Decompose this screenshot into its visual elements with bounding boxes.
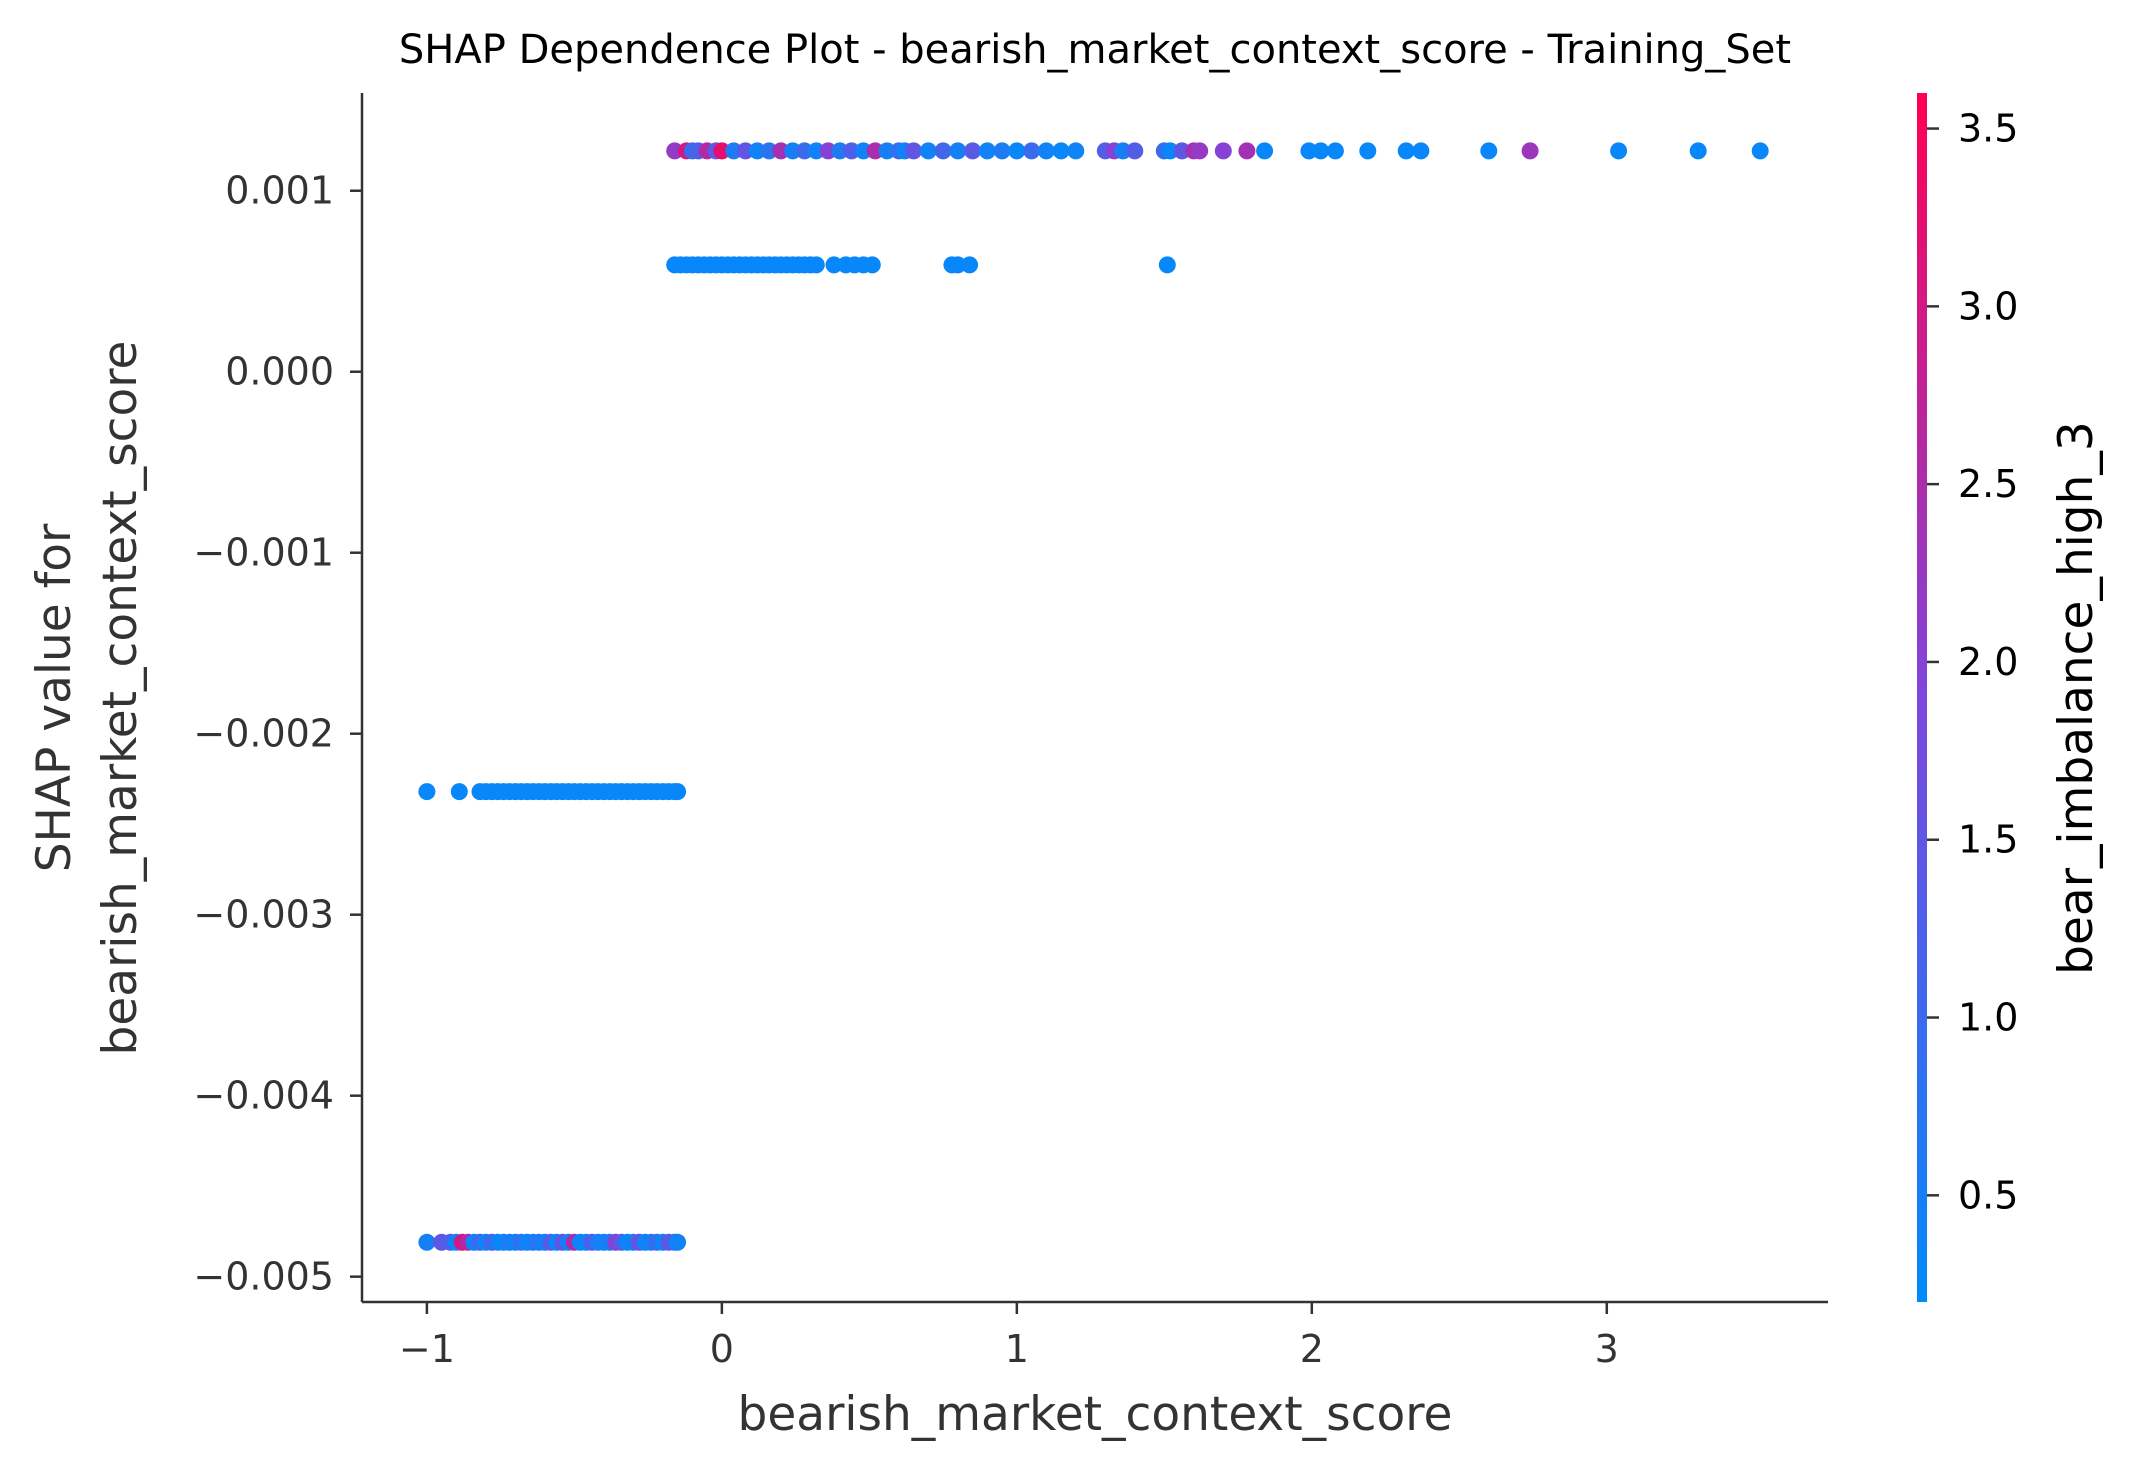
x-tick-label: 1 [1005, 1327, 1029, 1371]
colorbar-label: bear_imbalance_high_3 [2049, 421, 2104, 975]
y-axis-label: SHAP value for bearish_market_context_sc… [27, 341, 148, 1056]
scatter-point [1126, 142, 1144, 160]
scatter-point [831, 142, 849, 160]
scatter-point [1480, 142, 1498, 160]
scatter-point [1312, 142, 1330, 160]
axes [360, 93, 1828, 1304]
scatter-point [1412, 142, 1430, 160]
scatter-point [1214, 142, 1232, 160]
y-ticks: 0.001 0.000 −0.001 −0.002 −0.003 −0.004 −0.005 [193, 169, 362, 1299]
colorbar-tick-label: 2.0 [1958, 640, 2018, 684]
scatter-point [934, 142, 952, 160]
scatter-point [737, 142, 754, 160]
y-tick-label: −0.004 [193, 1074, 334, 1118]
y-tick-label: 0.001 [225, 169, 334, 213]
colorbar-tick-label: 0.5 [1958, 1173, 2018, 1217]
scatter-point [760, 142, 778, 160]
scatter-point [819, 142, 837, 160]
scatter-point [418, 783, 436, 801]
scatter-point [1326, 142, 1344, 160]
scatter-point [949, 256, 967, 274]
scatter-point [1158, 256, 1176, 274]
scatter-point [669, 1233, 687, 1251]
scatter-point [1751, 142, 1769, 160]
scatter-point [1610, 142, 1628, 160]
scatter-point [450, 783, 468, 801]
y-axis-label-line-1: SHAP value for [27, 523, 82, 872]
scatter-point [1300, 142, 1318, 160]
scatter-point [854, 142, 872, 160]
x-axis-label: bearish_market_context_score [738, 1387, 1453, 1442]
x-tick-label: −1 [399, 1327, 455, 1371]
y-tick-label: −0.001 [193, 531, 334, 575]
scatter-point [748, 142, 766, 160]
scatter-point [1359, 142, 1377, 160]
x-ticks: −1 0 1 2 3 [399, 1302, 1619, 1371]
y-tick-label: −0.003 [193, 893, 334, 937]
scatter-point [1173, 142, 1191, 160]
scatter-point [784, 142, 802, 160]
colorbar-tick-label: 3.5 [1958, 107, 2018, 151]
scatter-point [1256, 142, 1274, 160]
scatter-point [843, 142, 861, 160]
scatter-point [878, 142, 896, 160]
scatter-point [949, 142, 967, 160]
scatter-point [1052, 142, 1070, 160]
colorbar-tick-label: 3.0 [1958, 284, 2018, 328]
y-tick-label: 0.000 [225, 350, 334, 394]
scatter-point [964, 142, 982, 160]
x-tick-label: 3 [1595, 1327, 1619, 1371]
scatter-point [713, 142, 731, 160]
y-axis-label-line-2: bearish_market_context_score [93, 341, 148, 1056]
scatter-point [1397, 142, 1415, 160]
scatter-point [993, 142, 1011, 160]
scatter-point [978, 142, 996, 160]
scatter-point [807, 142, 825, 160]
scatter-point [866, 142, 884, 160]
chart-title: SHAP Dependence Plot - bearish_market_co… [399, 27, 1791, 73]
scatter-point [825, 256, 843, 274]
scatter-point [772, 142, 790, 160]
scatter-point [418, 1233, 436, 1251]
scatter-point [1114, 142, 1132, 160]
scatter-point [1191, 142, 1209, 160]
scatter-point [1161, 142, 1179, 160]
scatter-point [919, 142, 937, 160]
scatter-points [418, 142, 1769, 1251]
colorbar: 0.5 1.0 1.5 2.0 2.5 3.0 3.5 bear_imbalance_hig… [1917, 93, 2104, 1302]
scatter-point [796, 142, 813, 160]
scatter-point [905, 142, 923, 160]
colorbar-ticks: 0.5 1.0 1.5 2.0 2.5 3.0 3.5 [1927, 107, 2018, 1217]
colorbar-gradient [1917, 93, 1927, 1302]
scatter-point [1037, 142, 1055, 160]
y-tick-label: −0.002 [193, 712, 334, 756]
scatter-point [669, 783, 687, 801]
y-tick-label: −0.005 [193, 1255, 334, 1299]
scatter-point [1521, 142, 1539, 160]
colorbar-tick-label: 1.5 [1958, 818, 2018, 862]
scatter-point [666, 142, 684, 160]
scatter-point [1689, 142, 1707, 160]
colorbar-tick-label: 1.0 [1958, 996, 2018, 1040]
scatter-point [1023, 142, 1041, 160]
scatter-point [1067, 142, 1085, 160]
scatter-point [1008, 142, 1026, 160]
scatter-point [807, 256, 825, 274]
scatter-point [961, 256, 979, 274]
x-tick-label: 0 [710, 1327, 734, 1371]
scatter-point [863, 256, 881, 274]
scatter-point [1238, 142, 1256, 160]
scatter-point [725, 142, 743, 160]
colorbar-tick-label: 2.5 [1958, 462, 2018, 506]
x-tick-label: 2 [1300, 1327, 1324, 1371]
